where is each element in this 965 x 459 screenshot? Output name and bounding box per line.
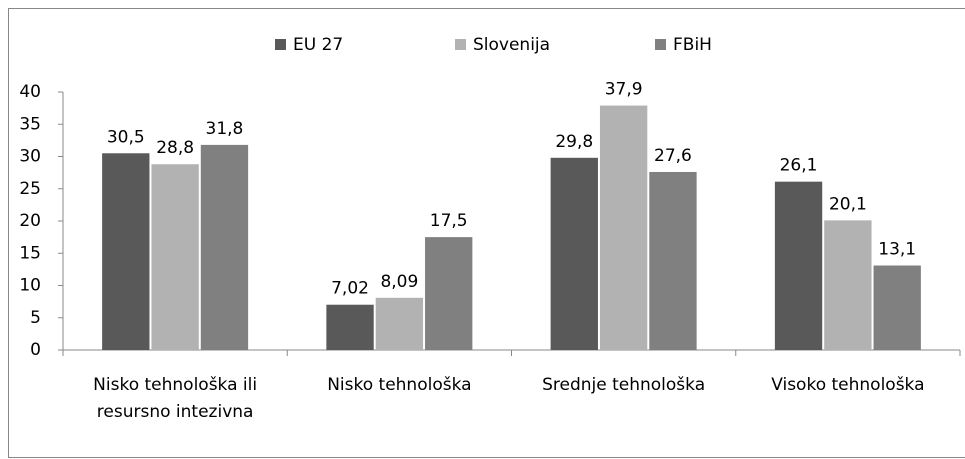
- y-tick-label: 40: [19, 82, 41, 102]
- bar: [151, 164, 199, 350]
- y-tick-label: 25: [19, 179, 41, 199]
- data-label: 31,8: [206, 119, 244, 139]
- legend-swatch: [455, 39, 466, 50]
- data-label: 28,8: [156, 138, 194, 158]
- chart-border: [8, 8, 965, 458]
- x-tick-label: Srednje tehnološka: [542, 375, 706, 395]
- bar: [550, 157, 598, 350]
- x-tick-label: Nisko tehnološka: [327, 375, 472, 395]
- bar: [824, 220, 872, 350]
- data-label: 37,9: [605, 80, 643, 100]
- data-label: 27,6: [654, 146, 692, 166]
- data-label: 13,1: [878, 240, 916, 260]
- data-label: 20,1: [829, 194, 867, 214]
- y-tick-label: 15: [19, 243, 41, 263]
- y-tick-label: 35: [19, 114, 41, 134]
- data-label: 7,02: [331, 279, 369, 299]
- x-tick-label: Visoko tehnološka: [771, 375, 925, 395]
- bar: [425, 237, 473, 350]
- bar: [326, 304, 374, 350]
- y-tick-label: 5: [30, 308, 41, 328]
- data-label: 26,1: [780, 156, 818, 176]
- bar: [375, 297, 424, 350]
- bar: [774, 181, 823, 350]
- bar: [200, 144, 249, 350]
- data-label: 17,5: [430, 211, 468, 231]
- legend-swatch: [275, 39, 286, 50]
- x-tick-label: Nisko tehnološka ili resursno intezivna: [93, 375, 258, 422]
- bar: [102, 153, 150, 350]
- data-label: 8,09: [380, 272, 418, 292]
- bar: [599, 105, 648, 350]
- legend-swatch: [655, 39, 666, 50]
- legend-label: EU 27: [293, 35, 343, 55]
- y-tick-label: 30: [19, 147, 41, 167]
- y-tick-label: 20: [19, 211, 41, 231]
- legend-label: FBiH: [673, 35, 712, 55]
- y-tick-label: 10: [19, 276, 41, 296]
- y-tick-label: 0: [30, 340, 41, 360]
- data-label: 30,5: [107, 127, 145, 147]
- bar: [649, 171, 697, 350]
- bar: [873, 265, 921, 350]
- data-label: 29,8: [555, 132, 593, 152]
- legend-label: Slovenija: [473, 35, 550, 55]
